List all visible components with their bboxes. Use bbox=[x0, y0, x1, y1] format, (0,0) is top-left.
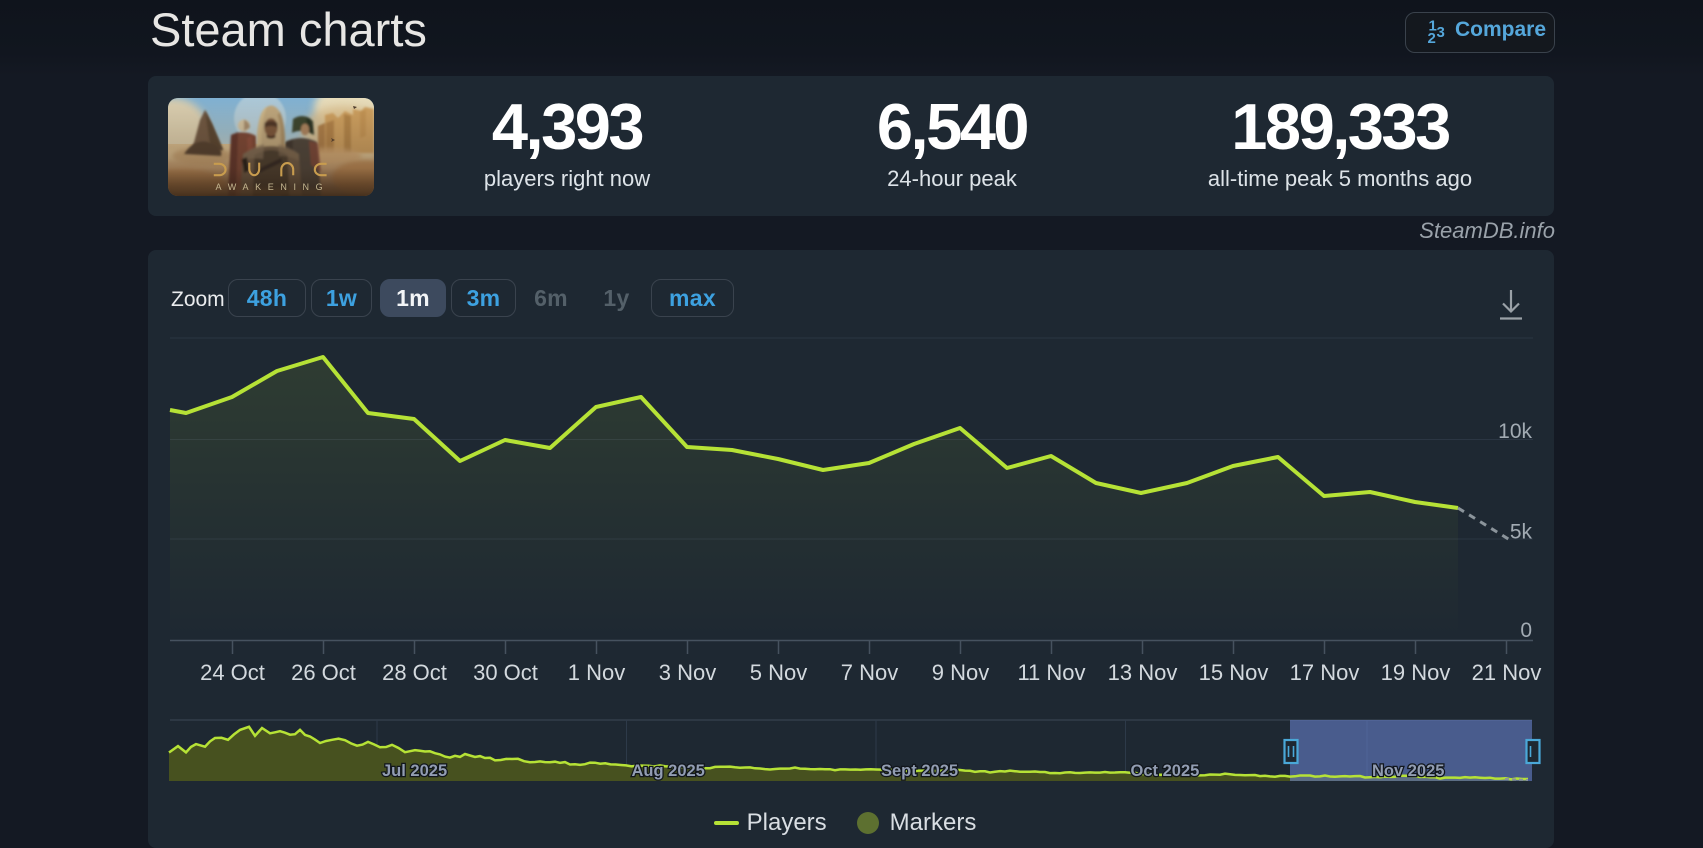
svg-text:Jul 2025: Jul 2025 bbox=[382, 762, 447, 780]
svg-text:13 Nov: 13 Nov bbox=[1108, 660, 1178, 685]
svg-text:10k: 10k bbox=[1498, 420, 1532, 443]
svg-text:19 Nov: 19 Nov bbox=[1381, 660, 1451, 685]
svg-text:Sept 2025: Sept 2025 bbox=[881, 762, 958, 780]
svg-text:30 Oct: 30 Oct bbox=[473, 660, 538, 685]
svg-text:9 Nov: 9 Nov bbox=[932, 660, 989, 685]
svg-text:11 Nov: 11 Nov bbox=[1017, 660, 1085, 685]
svg-text:3: 3 bbox=[1437, 24, 1445, 41]
svg-text:Aug 2025: Aug 2025 bbox=[632, 762, 705, 780]
svg-text:5k: 5k bbox=[1510, 521, 1533, 544]
svg-text:Nov 2025: Nov 2025 bbox=[1372, 762, 1444, 780]
svg-text:21 Nov: 21 Nov bbox=[1472, 660, 1542, 685]
svg-text:1: 1 bbox=[1429, 19, 1437, 35]
svg-text:15 Nov: 15 Nov bbox=[1199, 660, 1269, 685]
svg-text:AWAKENING: AWAKENING bbox=[216, 182, 330, 192]
svg-text:0: 0 bbox=[1520, 619, 1532, 642]
svg-text:26 Oct: 26 Oct bbox=[291, 660, 356, 685]
svg-text:1 Nov: 1 Nov bbox=[568, 660, 625, 685]
svg-text:Oct 2025: Oct 2025 bbox=[1131, 762, 1200, 780]
svg-text:7 Nov: 7 Nov bbox=[841, 660, 898, 685]
svg-text:28 Oct: 28 Oct bbox=[382, 660, 447, 685]
svg-text:3 Nov: 3 Nov bbox=[659, 660, 716, 685]
svg-text:17 Nov: 17 Nov bbox=[1290, 660, 1360, 685]
svg-text:5 Nov: 5 Nov bbox=[750, 660, 807, 685]
svg-text:2: 2 bbox=[1428, 30, 1436, 45]
svg-text:24 Oct: 24 Oct bbox=[200, 660, 265, 685]
